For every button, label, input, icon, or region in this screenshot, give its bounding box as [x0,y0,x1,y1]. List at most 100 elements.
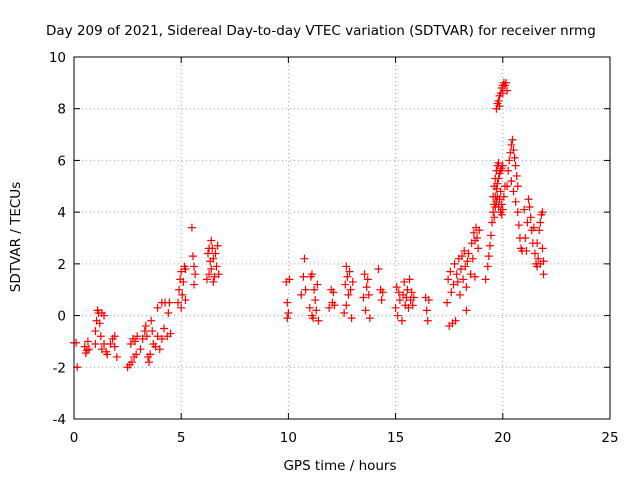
data-point [204,250,212,258]
data-point [136,345,144,353]
x-axis-label: GPS time / hours [283,458,396,474]
y-tick-label: 10 [49,50,66,66]
data-point [456,291,464,299]
data-point [462,306,470,314]
y-tick-label: -2 [53,360,66,376]
data-point [538,244,546,252]
plot-frame [74,57,610,419]
data-point [349,278,357,286]
data-point [283,299,291,307]
data-point [485,252,493,260]
data-point [443,299,451,307]
data-point [148,327,156,335]
point-layer [70,79,548,371]
x-tick-label: 20 [494,430,511,446]
y-tick-label: 8 [57,102,66,118]
data-point [536,218,544,226]
data-point [444,275,452,283]
data-point [474,244,482,252]
x-tick-label: 15 [387,430,404,446]
y-axis-label: SDTVAR / TECUs [8,182,24,292]
data-point [154,304,162,312]
data-point [451,260,459,268]
y-tick-label: 4 [57,205,66,221]
data-point [507,141,515,149]
data-point [512,162,520,170]
data-point [424,317,432,325]
data-point [512,198,520,206]
data-point [189,252,197,260]
data-point [284,309,292,317]
data-point [297,291,305,299]
data-point [72,339,80,347]
data-point [513,172,521,180]
data-point [510,187,518,195]
data-point [487,231,495,239]
data-point [342,301,350,309]
data-point [113,353,121,361]
data-point [490,213,498,221]
data-point [447,288,455,296]
data-point [462,283,470,291]
data-point [97,332,105,340]
data-point [514,182,522,190]
data-point [165,299,173,307]
data-point [398,317,406,325]
data-point [362,306,370,314]
data-point [164,309,172,317]
chart-title: Day 209 of 2021, Sidereal Day-to-day VTE… [46,23,596,39]
data-point [347,286,355,294]
data-point [540,270,548,278]
data-point [145,358,153,366]
data-point [363,283,371,291]
x-tick-label: 25 [601,430,618,446]
data-point [142,322,150,330]
data-point [525,195,533,203]
data-point [302,286,310,294]
x-tick-label: 10 [280,430,297,446]
data-point [488,218,496,226]
data-point [91,327,99,335]
x-tick-label: 0 [70,430,79,446]
data-point [91,340,99,348]
data-point [299,273,307,281]
data-point [533,239,541,247]
data-point [141,327,149,335]
data-point [423,306,431,314]
data-point [311,296,319,304]
data-point [207,237,215,245]
data-point [374,265,382,273]
data-point [394,312,402,320]
data-point [191,270,199,278]
data-point [503,182,511,190]
y-tick-label: 6 [57,153,66,169]
data-point [486,242,494,250]
data-point [366,314,374,322]
x-tick-label: 5 [177,430,186,446]
data-point [392,304,400,312]
chart: Day 209 of 2021, Sidereal Day-to-day VTE… [0,0,640,480]
data-point [147,317,155,325]
data-point [190,262,198,270]
data-point [482,275,490,283]
data-point [521,234,529,242]
data-point [489,208,497,216]
data-point [507,177,515,185]
tick-layer: 0 5 10 15 20 25 -4 -2 0 2 4 6 8 10 [49,50,619,446]
data-point [188,224,196,232]
chart-svg: Day 209 of 2021, Sidereal Day-to-day VTE… [0,0,640,480]
data-point [341,281,349,289]
grid-layer [74,57,610,419]
data-point [343,273,351,281]
y-tick-label: -4 [53,412,66,428]
y-tick-label: 2 [57,257,66,273]
data-point [344,291,352,299]
data-point [300,255,308,263]
y-tick-label: 0 [57,309,66,325]
data-point [160,325,168,333]
data-point [508,136,516,144]
data-point [515,221,523,229]
data-point [378,296,386,304]
data-point [190,281,198,289]
data-point [393,283,401,291]
